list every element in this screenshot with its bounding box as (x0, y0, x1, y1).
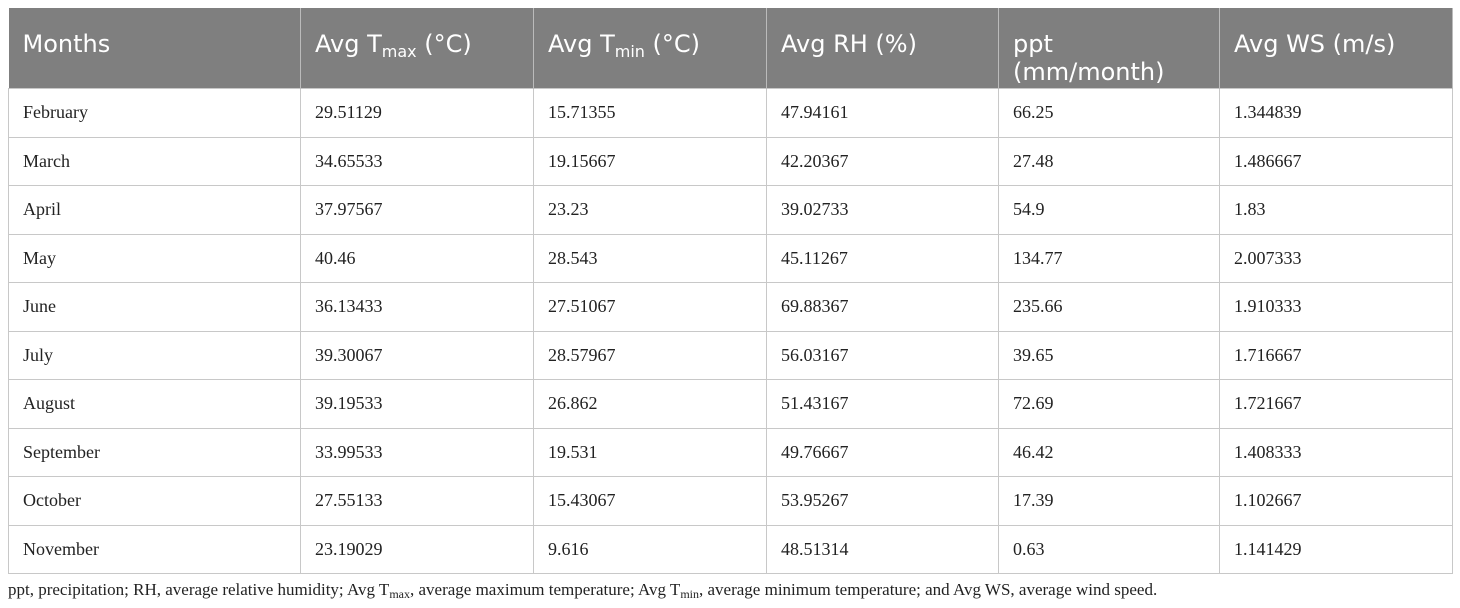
table-cell: 15.43067 (533, 476, 767, 526)
footnote: ppt, precipitation; RH, average relative… (8, 580, 1157, 600)
table-cell: 2.007333 (1219, 233, 1453, 283)
table-cell: 29.51129 (300, 88, 534, 138)
table-cell: 49.76667 (766, 427, 999, 477)
table-cell: 1.141429 (1219, 524, 1453, 574)
table-cell: 54.9 (998, 185, 1220, 235)
table-cell: November (8, 524, 301, 574)
table-row: April 37.97567 23.23 39.02733 54.9 1.83 (8, 185, 1453, 235)
table-cell: 39.65 (998, 330, 1220, 380)
footnote-subscript: min (680, 587, 699, 601)
table-cell: 39.30067 (300, 330, 534, 380)
table-cell: October (8, 476, 301, 526)
table-cell: 0.63 (998, 524, 1220, 574)
header-text: ppt (mm/month) (1013, 30, 1165, 86)
table-cell: 19.15667 (533, 136, 767, 186)
table-row: March 34.65533 19.15667 42.20367 27.48 1.4866… (8, 136, 1453, 186)
table-cell: March (8, 136, 301, 186)
table-cell: 1.486667 (1219, 136, 1453, 186)
table-cell: 48.51314 (766, 524, 999, 574)
table-cell: 45.11267 (766, 233, 999, 283)
table-cell: 1.910333 (1219, 282, 1453, 332)
header-cell: Avg Tmin (°C) (533, 8, 767, 89)
header-text: Avg RH (%) (781, 30, 917, 58)
header-row: Months Avg Tmax (°C) Avg Tmin (°C) Avg RH (… (8, 8, 1453, 89)
header-text: Avg T (315, 30, 382, 58)
table-body: February 29.51129 15.71355 47.94161 66.25 1.3… (8, 88, 1453, 574)
table-cell: 26.862 (533, 379, 767, 429)
table-cell: August (8, 379, 301, 429)
table-cell: 66.25 (998, 88, 1220, 138)
table-cell: 23.19029 (300, 524, 534, 574)
table-cell: 1.408333 (1219, 427, 1453, 477)
table-cell: 46.42 (998, 427, 1220, 477)
table-cell: 15.71355 (533, 88, 767, 138)
table-cell: 33.99533 (300, 427, 534, 477)
header-text: (°C) (644, 30, 701, 58)
table-cell: 51.43167 (766, 379, 999, 429)
table-cell: 53.95267 (766, 476, 999, 526)
header-cell: Months (8, 8, 301, 89)
table-cell: 47.94161 (766, 88, 999, 138)
table-cell: 134.77 (998, 233, 1220, 283)
table-row: August 39.19533 26.862 51.43167 72.69 1.72166… (8, 379, 1453, 429)
table-cell: 27.51067 (533, 282, 767, 332)
header-text: Avg WS (m/s) (1234, 30, 1396, 58)
footnote-text: , average minimum temperature; and Avg W… (699, 580, 1158, 599)
table-cell: 56.03167 (766, 330, 999, 380)
footnote-subscript: max (389, 587, 410, 601)
table-cell: 23.23 (533, 185, 767, 235)
table-row: July 39.30067 28.57967 56.03167 39.65 1.71666… (8, 330, 1453, 380)
table-cell: 17.39 (998, 476, 1220, 526)
table-cell: February (8, 88, 301, 138)
header-cell: Avg RH (%) (766, 8, 999, 89)
table-cell: 72.69 (998, 379, 1220, 429)
table-cell: 34.65533 (300, 136, 534, 186)
table-cell: 27.48 (998, 136, 1220, 186)
header-subscript: max (381, 42, 417, 61)
table-row: September 33.99533 19.531 49.76667 46.42 1.40… (8, 427, 1453, 477)
table-cell: 9.616 (533, 524, 767, 574)
table-cell: 27.55133 (300, 476, 534, 526)
table-cell: 39.02733 (766, 185, 999, 235)
table-cell: 42.20367 (766, 136, 999, 186)
table-cell: May (8, 233, 301, 283)
table-cell: 69.88367 (766, 282, 999, 332)
table-cell: 1.344839 (1219, 88, 1453, 138)
data-table: Months Avg Tmax (°C) Avg Tmin (°C) Avg RH (… (8, 8, 1453, 574)
table-row: November 23.19029 9.616 48.51314 0.63 1.14142… (8, 524, 1453, 574)
table-cell: June (8, 282, 301, 332)
table-row: October 27.55133 15.43067 53.95267 17.39 1.10… (8, 476, 1453, 526)
table-cell: 1.721667 (1219, 379, 1453, 429)
table-cell: September (8, 427, 301, 477)
table-cell: 28.543 (533, 233, 767, 283)
table-row: February 29.51129 15.71355 47.94161 66.25 1.3… (8, 88, 1453, 138)
table-cell: 40.46 (300, 233, 534, 283)
header-cell: ppt (mm/month) (998, 8, 1220, 89)
table-row: June 36.13433 27.51067 69.88367 235.66 1.9103… (8, 282, 1453, 332)
table-header: Months Avg Tmax (°C) Avg Tmin (°C) Avg RH (… (8, 8, 1453, 89)
table-cell: 39.19533 (300, 379, 534, 429)
table-cell: 1.102667 (1219, 476, 1453, 526)
footnote-text: ppt, precipitation; RH, average relative… (8, 580, 390, 599)
table-row: May 40.46 28.543 45.11267 134.77 2.007333 (8, 233, 1453, 283)
header-text: Months (22, 30, 111, 58)
header-cell: Avg WS (m/s) (1219, 8, 1453, 89)
table-cell: 1.716667 (1219, 330, 1453, 380)
table-cell: April (8, 185, 301, 235)
header-subscript: min (614, 42, 645, 61)
table-cell: 28.57967 (533, 330, 767, 380)
table-cell: 37.97567 (300, 185, 534, 235)
header-cell: Avg Tmax (°C) (300, 8, 534, 89)
table-cell: July (8, 330, 301, 380)
header-text: (°C) (416, 30, 472, 58)
footnote-text: , average maximum temperature; Avg T (409, 580, 681, 599)
table-cell: 1.83 (1219, 185, 1453, 235)
header-text: Avg T (548, 30, 615, 58)
table-cell: 36.13433 (300, 282, 534, 332)
table-cell: 235.66 (998, 282, 1220, 332)
table-cell: 19.531 (533, 427, 767, 477)
